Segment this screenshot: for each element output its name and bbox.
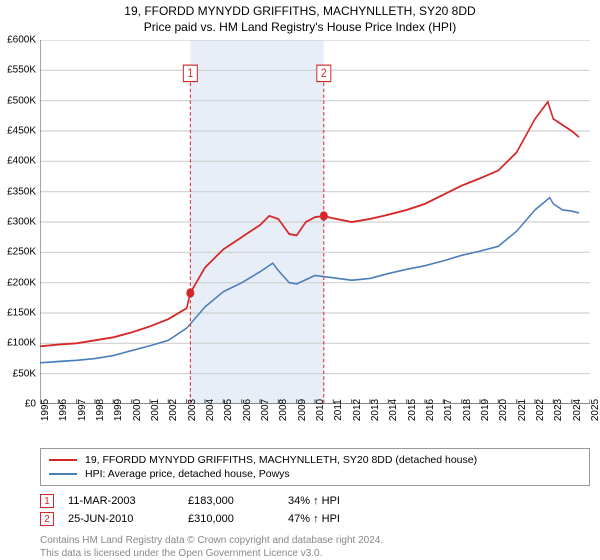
x-tick-label: 2024 [572, 399, 583, 421]
x-tick-label: 2006 [242, 399, 253, 421]
sale-row: 1 11-MAR-2003£183,00034% ↑ HPI [40, 492, 590, 510]
x-tick-label: 2014 [388, 399, 399, 421]
x-tick-label: 2021 [517, 399, 528, 421]
x-tick-label: 1996 [58, 399, 69, 421]
legend-swatch [49, 459, 77, 461]
x-tick-label: 1995 [40, 399, 51, 421]
x-tick-label: 2012 [352, 399, 363, 421]
x-tick-label: 2009 [297, 399, 308, 421]
x-tick-label: 1997 [77, 399, 88, 421]
x-tick-label: 2016 [425, 399, 436, 421]
y-tick-label: £100K [7, 338, 36, 349]
y-tick-label: £50K [13, 368, 36, 379]
y-tick-label: £600K [7, 35, 36, 46]
sale-pct: 34% ↑ HPI [288, 495, 388, 507]
svg-text:1: 1 [188, 67, 194, 80]
note-line: Contains HM Land Registry data © Crown c… [40, 534, 590, 547]
legend: 19, FFORDD MYNYDD GRIFFITHS, MACHYNLLETH… [40, 448, 590, 486]
x-tick-label: 2018 [462, 399, 473, 421]
chart-title: 19, FFORDD MYNYDD GRIFFITHS, MACHYNLLETH… [0, 4, 600, 18]
legend-item: HPI: Average price, detached house, Powy… [49, 467, 581, 481]
sale-price: £183,000 [188, 495, 288, 507]
y-tick-label: £500K [7, 95, 36, 106]
x-tick-label: 2003 [187, 399, 198, 421]
x-tick-label: 2002 [168, 399, 179, 421]
chart-subtitle: Price paid vs. HM Land Registry's House … [0, 20, 600, 34]
y-tick-label: £450K [7, 126, 36, 137]
svg-text:2: 2 [321, 67, 327, 80]
y-tick-label: £350K [7, 186, 36, 197]
line-chart: 12 [40, 40, 590, 404]
x-tick-label: 2017 [443, 399, 454, 421]
legend-item: 19, FFORDD MYNYDD GRIFFITHS, MACHYNLLETH… [49, 453, 581, 467]
sale-pct: 47% ↑ HPI [288, 513, 388, 525]
legend-label: 19, FFORDD MYNYDD GRIFFITHS, MACHYNLLETH… [85, 454, 477, 466]
x-tick-label: 2020 [498, 399, 509, 421]
x-tick-label: 2007 [260, 399, 271, 421]
y-tick-label: £300K [7, 217, 36, 228]
legend-label: HPI: Average price, detached house, Powy… [85, 468, 290, 480]
x-tick-label: 2010 [315, 399, 326, 421]
sale-date: 11-MAR-2003 [68, 495, 188, 507]
note-line: This data is licensed under the Open Gov… [40, 547, 590, 560]
x-tick-label: 2001 [150, 399, 161, 421]
x-tick-label: 2011 [333, 399, 344, 421]
sale-date: 25-JUN-2010 [68, 513, 188, 525]
sale-marker: 2 [40, 512, 54, 526]
x-tick-label: 1998 [95, 399, 106, 421]
y-tick-label: £550K [7, 65, 36, 76]
x-tick-label: 1999 [113, 399, 124, 421]
footer-notes: Contains HM Land Registry data © Crown c… [40, 534, 590, 560]
x-tick-label: 2023 [553, 399, 564, 421]
x-tick-label: 2022 [535, 399, 546, 421]
sales-list: 1 11-MAR-2003£183,00034% ↑ HPI 2 25-JUN-201… [40, 492, 590, 528]
x-tick-label: 2005 [223, 399, 234, 421]
y-tick-label: £250K [7, 247, 36, 258]
y-tick-label: £400K [7, 156, 36, 167]
x-tick-label: 2025 [590, 399, 600, 421]
sale-row: 2 25-JUN-2010£310,00047% ↑ HPI [40, 510, 590, 528]
x-axis: 1995199619971998199920002001200220032004… [40, 404, 590, 444]
chart-area: £0£50K£100K£150K£200K£250K£300K£350K£400… [40, 40, 590, 404]
y-tick-label: £200K [7, 277, 36, 288]
x-tick-label: 2015 [407, 399, 418, 421]
x-tick-label: 2013 [370, 399, 381, 421]
x-tick-label: 2008 [278, 399, 289, 421]
x-tick-label: 2000 [132, 399, 143, 421]
legend-swatch [49, 473, 77, 475]
y-tick-label: £0 [25, 399, 36, 410]
y-tick-label: £150K [7, 308, 36, 319]
x-tick-label: 2019 [480, 399, 491, 421]
sale-price: £310,000 [188, 513, 288, 525]
x-tick-label: 2004 [205, 399, 216, 421]
sale-marker: 1 [40, 494, 54, 508]
